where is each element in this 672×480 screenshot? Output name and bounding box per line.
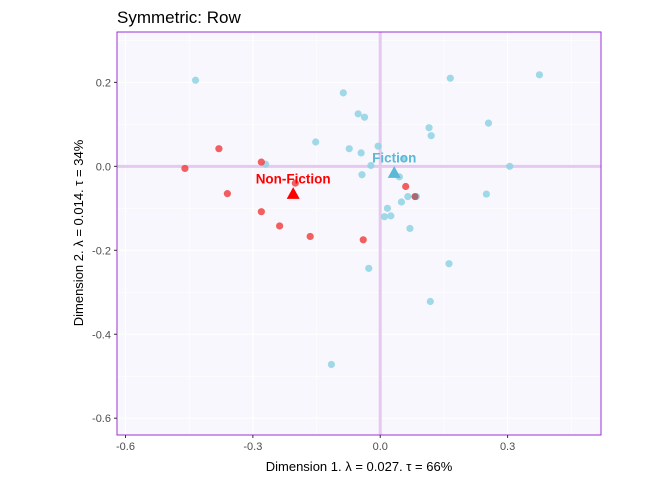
plot-panel	[117, 32, 601, 435]
fiction-point	[374, 142, 382, 150]
y-tick-label: 0.0	[96, 161, 111, 173]
non-fiction-point	[181, 164, 189, 173]
fiction-point	[426, 297, 434, 306]
plot-border	[116, 31, 602, 436]
fiction-point	[367, 161, 375, 170]
y-tick-label: 0.2	[96, 77, 111, 89]
non-fiction-point	[291, 179, 299, 187]
fiction-point	[427, 132, 435, 140]
fiction-point	[383, 204, 392, 212]
fiction-point	[425, 124, 433, 132]
non-fiction-point	[257, 208, 265, 216]
non-fiction-point	[276, 222, 284, 230]
fiction-point	[406, 224, 414, 233]
fiction-point	[339, 89, 347, 97]
fiction-point	[380, 213, 389, 221]
non-fiction-point	[257, 158, 265, 166]
fiction-point	[535, 71, 544, 79]
zero-reference-lines	[117, 32, 601, 435]
fiction-point	[365, 264, 373, 272]
non-fiction-category-marker	[286, 187, 300, 199]
fiction-point	[358, 171, 366, 179]
non-fiction-point	[215, 145, 223, 153]
y-axis-label: Dimension 2. λ = 0.014. τ = 34%	[71, 139, 86, 326]
fiction-point	[446, 74, 454, 82]
fiction-category-marker	[387, 166, 401, 178]
fiction-point	[484, 119, 493, 127]
y-tick-label: -0.2	[92, 245, 111, 257]
fiction-point	[387, 212, 395, 220]
data-points	[181, 71, 544, 369]
non-fiction-point	[223, 190, 231, 198]
fiction-point	[191, 76, 200, 84]
x-axis-label: Dimension 1. λ = 0.027. τ = 66%	[266, 459, 453, 474]
overlap-point	[411, 193, 419, 200]
y-tick-label: -0.6	[92, 413, 111, 425]
non-fiction-point	[402, 182, 410, 191]
fiction-category-label: Fiction	[372, 151, 416, 166]
fiction-point	[506, 162, 514, 170]
fiction-point	[357, 149, 365, 157]
fiction-point	[312, 138, 320, 146]
chart-title: Symmetric: Row	[117, 8, 241, 27]
x-tick-label: 0.0	[373, 441, 388, 453]
category-markers: Fiction Non-Fiction	[256, 151, 416, 199]
y-tick-label: -0.4	[92, 329, 111, 341]
fiction-point	[482, 190, 490, 198]
y-axis-ticks: 0.2 0.0 -0.2 -0.4 -0.6	[92, 77, 117, 425]
fiction-point	[345, 145, 353, 153]
x-tick-label: 0.3	[500, 441, 515, 453]
non-fiction-point	[306, 232, 314, 241]
fiction-point	[327, 360, 336, 369]
fiction-point	[360, 113, 369, 121]
fiction-point	[445, 260, 453, 268]
fiction-point	[354, 110, 362, 118]
x-tick-label: -0.6	[116, 441, 135, 453]
non-fiction-category-label: Non-Fiction	[256, 172, 331, 187]
non-fiction-point	[359, 236, 367, 244]
fiction-point	[404, 192, 412, 201]
fiction-point	[399, 155, 408, 163]
fiction-point	[397, 198, 406, 206]
x-axis-ticks: -0.6 -0.3 0.0 0.3	[116, 435, 515, 453]
x-tick-label: -0.3	[243, 441, 262, 453]
